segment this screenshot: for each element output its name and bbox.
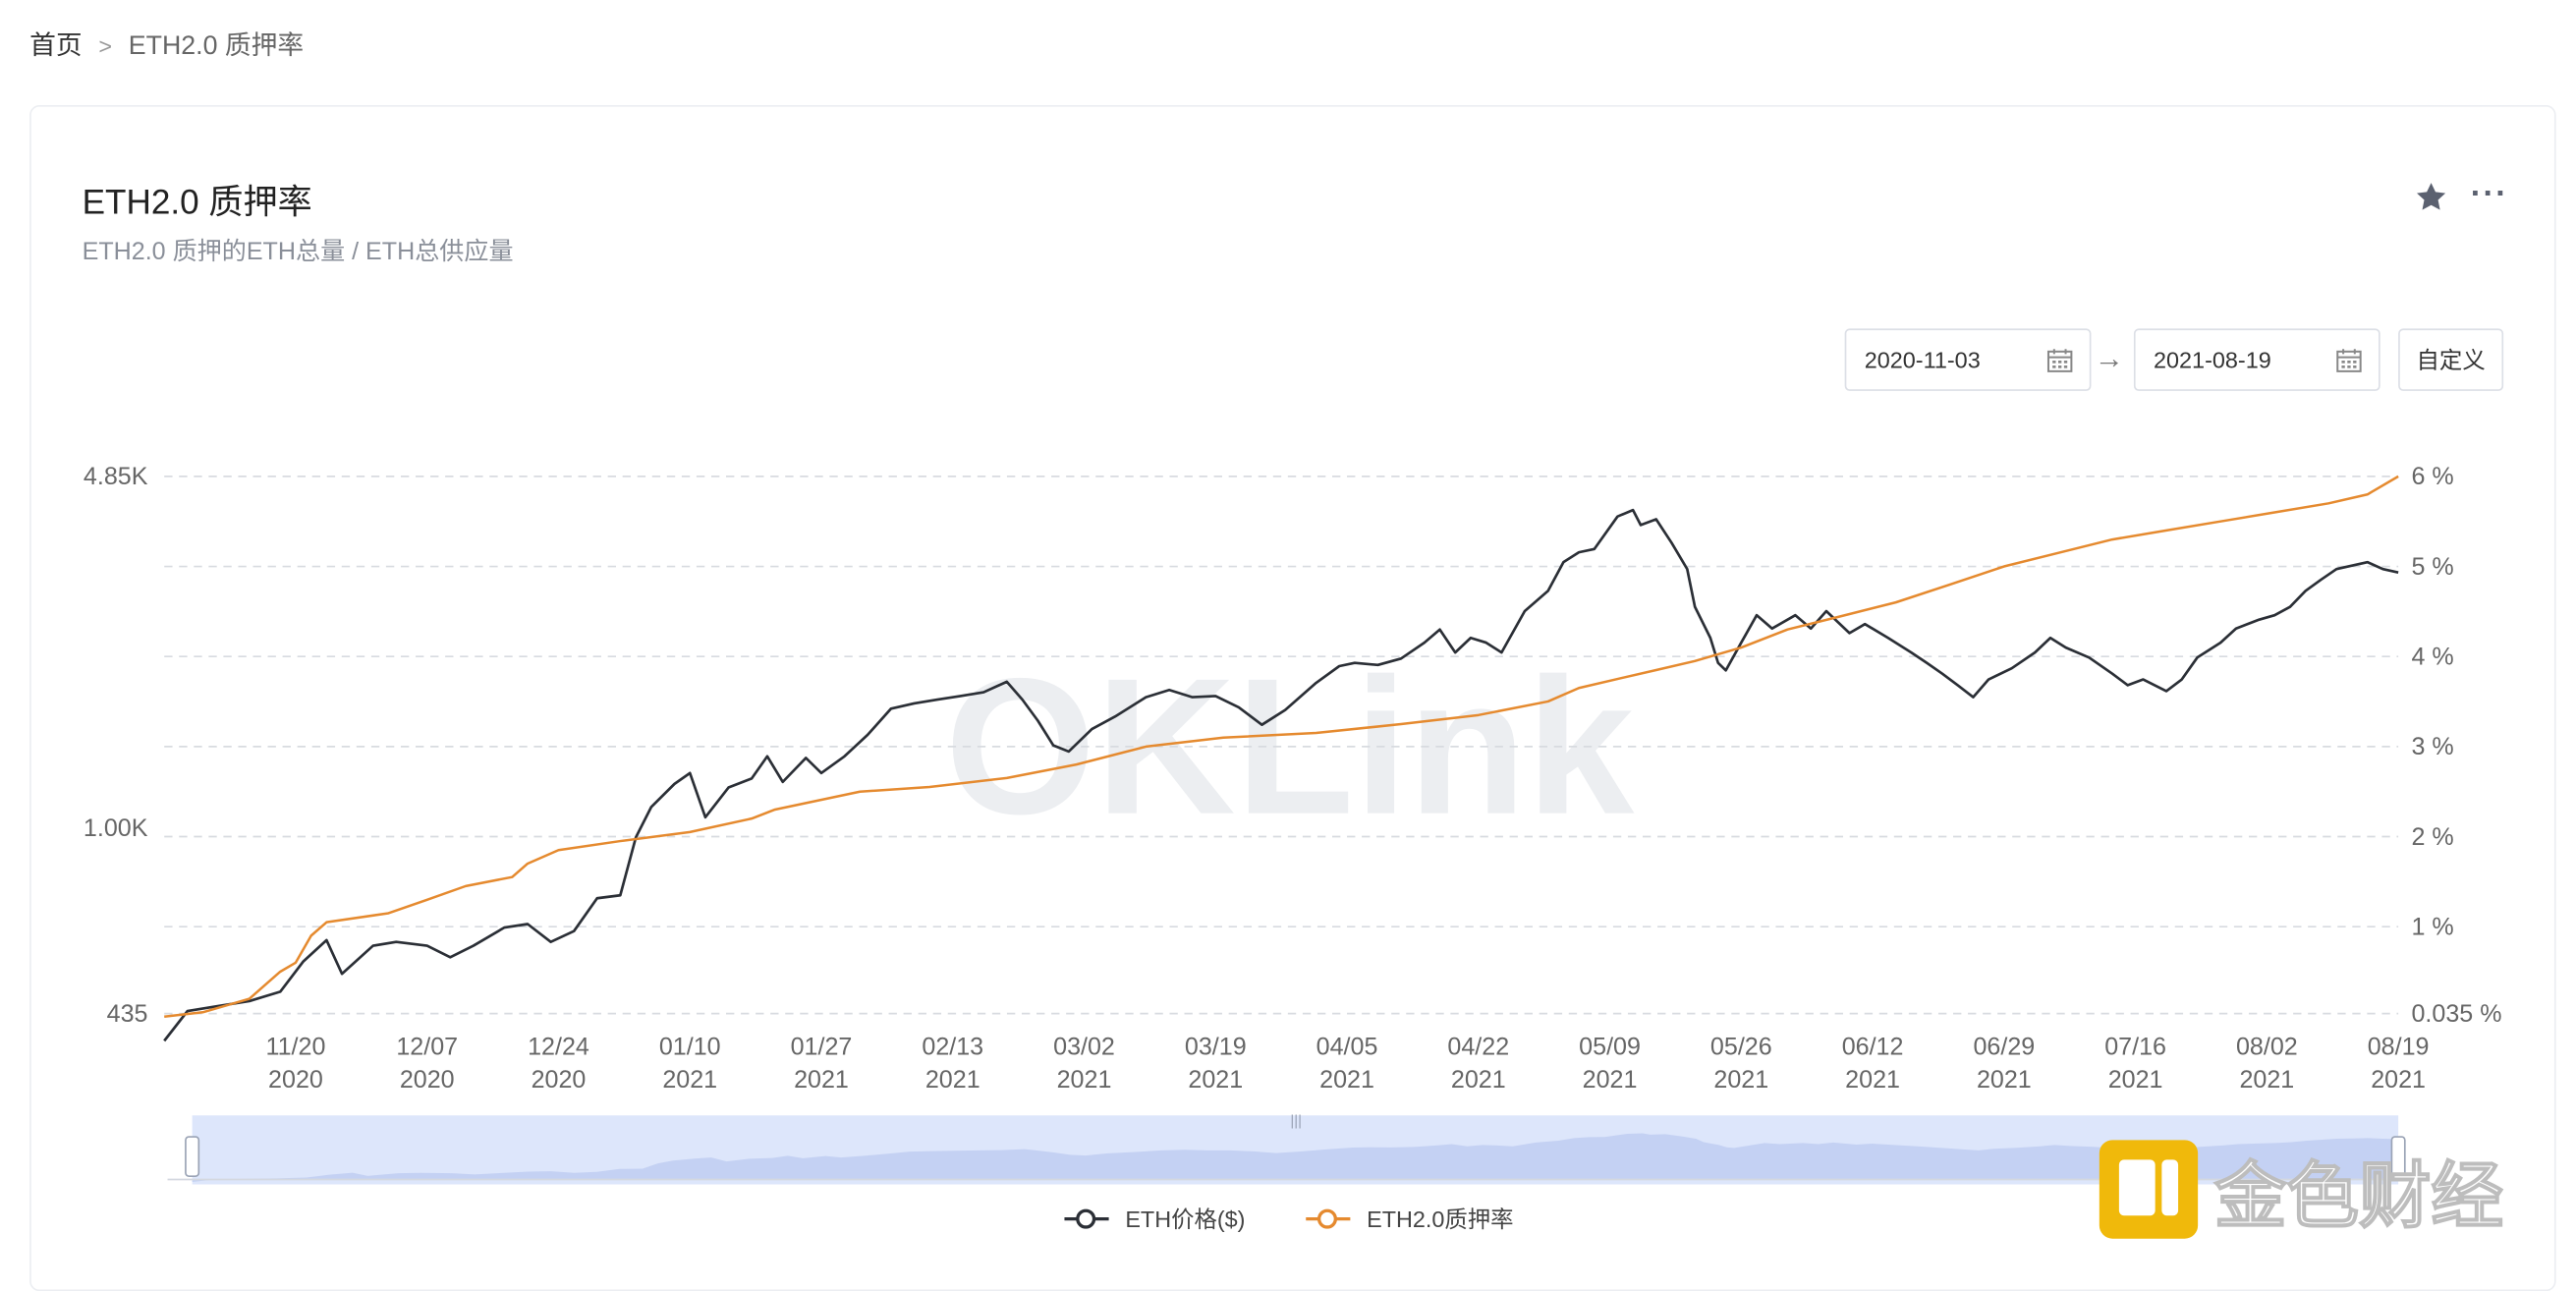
grid-lines (164, 476, 2399, 1015)
series-lines (163, 475, 2399, 1042)
x-tick-year: 2021 (1583, 1066, 1638, 1094)
x-tick-year: 2021 (2108, 1066, 2163, 1094)
x-tick-year: 2020 (532, 1066, 587, 1094)
more-options-icon[interactable]: ··· (2470, 175, 2509, 212)
zoom-slider[interactable]: ||| (167, 1112, 2406, 1185)
y-left-tick-label: 4.85K (84, 463, 148, 490)
y-right-tick-label: 1 % (2411, 914, 2453, 941)
x-tick-year: 2020 (268, 1066, 323, 1094)
zoom-slider-right-handle[interactable] (2390, 1136, 2406, 1177)
legend-item-price[interactable]: ETH价格($) (1064, 1207, 1245, 1232)
x-tick-date: 01/27 (791, 1033, 853, 1060)
x-tick-year: 2021 (794, 1066, 849, 1094)
y-right-tick-label: 5 % (2411, 553, 2453, 581)
zoom-slider-left-handle[interactable] (185, 1136, 200, 1177)
x-tick-date: 02/13 (922, 1033, 983, 1060)
breadcrumb-home[interactable]: 首页 (29, 32, 83, 61)
x-tick-date: 04/05 (1316, 1033, 1378, 1060)
legend: ETH价格($) ETH2.0质押率 (1064, 1207, 1514, 1232)
breadcrumb: 首页 > ETH2.0 质押率 (29, 23, 304, 62)
start-date-picker[interactable]: 2020-11-03 (1844, 328, 2092, 391)
breadcrumb-current: ETH2.0 质押率 (128, 32, 305, 61)
y-right-tick-label: 3 % (2411, 733, 2453, 760)
x-tick-date: 06/12 (1842, 1033, 1904, 1060)
x-tick-date: 05/26 (1710, 1033, 1772, 1060)
zoom-slider-preview (192, 1133, 2399, 1183)
page: 首页 > ETH2.0 质押率 ETH2.0 质押率 ETH2.0 质押的ETH总量… (29, 23, 2556, 1291)
staking-rate-series-line (164, 475, 2399, 1019)
y-right-tick-label: 4 % (2411, 644, 2453, 671)
x-tick-date: 04/22 (1447, 1033, 1509, 1060)
y-right-tick-label: 2 % (2411, 823, 2453, 851)
x-tick-year: 2021 (1977, 1066, 2032, 1094)
y-axis-right: 6 % 5 % 4 % 3 % 2 % 1 % 0.035 % (2411, 463, 2501, 1028)
x-tick-year: 2021 (2371, 1066, 2426, 1094)
x-tick-year: 2021 (1057, 1066, 1112, 1094)
brand-logo-text: 金色财经 (2214, 1154, 2503, 1236)
zoom-slider-grip-icon[interactable]: ||| (1290, 1112, 1302, 1129)
x-tick-date: 12/07 (396, 1033, 458, 1060)
brand-logo: 金色财经 (2099, 1140, 2504, 1239)
y-left-tick-label: 1.00K (84, 814, 148, 842)
chart-card: ETH2.0 质押率 ETH2.0 质押的ETH总量 / ETH总供应量 ···… (29, 105, 2556, 1291)
y-right-tick-label: 0.035 % (2411, 1000, 2501, 1028)
x-tick-date: 01/10 (659, 1033, 721, 1060)
x-tick-date: 12/24 (528, 1033, 589, 1060)
x-tick-year: 2021 (662, 1066, 717, 1094)
favorite-star-icon[interactable] (2413, 179, 2449, 215)
y-axis-left: 4.85K 1.00K 435 (84, 463, 148, 1028)
start-date-value: 2020-11-03 (1864, 346, 1981, 373)
calendar-icon (2046, 349, 2073, 372)
end-date-picker[interactable]: 2021-08-19 (2133, 328, 2380, 391)
x-tick-year: 2021 (2239, 1066, 2294, 1094)
chart-title: ETH2.0 质押率 (82, 184, 312, 222)
date-range-arrow-icon: → (2094, 341, 2124, 375)
x-tick-date: 03/02 (1053, 1033, 1115, 1060)
x-tick-year: 2020 (400, 1066, 455, 1094)
x-tick-date: 03/19 (1185, 1033, 1247, 1060)
end-date-value: 2021-08-19 (2153, 346, 2271, 373)
x-tick-year: 2021 (1451, 1066, 1506, 1094)
legend-rate-marker (1316, 1208, 1338, 1229)
breadcrumb-separator: > (98, 32, 113, 60)
legend-price-marker (1076, 1208, 1096, 1229)
x-tick-date: 06/29 (1973, 1033, 2035, 1060)
x-axis: 11/20 2020 12/07 2020 12/24 2020 01/10 2021 01/2… (266, 1033, 2430, 1093)
x-tick-year: 2021 (925, 1066, 980, 1094)
x-tick-date: 11/20 (266, 1033, 326, 1060)
x-tick-year: 2021 (1188, 1066, 1243, 1094)
x-tick-year: 2021 (1845, 1066, 1900, 1094)
price-series-line (163, 508, 2399, 1042)
legend-item-rate[interactable]: ETH2.0质押率 (1306, 1207, 1514, 1232)
x-tick-date: 08/19 (2368, 1033, 2430, 1060)
x-tick-date: 05/09 (1579, 1033, 1641, 1060)
custom-range-button[interactable]: 自定义 (2398, 328, 2504, 391)
x-tick-date: 07/16 (2104, 1033, 2166, 1060)
x-tick-date: 08/02 (2236, 1033, 2298, 1060)
x-tick-year: 2021 (1319, 1066, 1374, 1094)
y-right-tick-label: 6 % (2411, 463, 2453, 490)
chart-subtitle: ETH2.0 质押的ETH总量 / ETH总供应量 (82, 238, 514, 266)
x-tick-year: 2021 (1713, 1066, 1768, 1094)
y-left-tick-label: 435 (107, 1000, 148, 1028)
calendar-icon (2336, 349, 2362, 372)
legend-price-label: ETH价格($) (1125, 1207, 1245, 1232)
legend-rate-label: ETH2.0质押率 (1367, 1207, 1513, 1232)
